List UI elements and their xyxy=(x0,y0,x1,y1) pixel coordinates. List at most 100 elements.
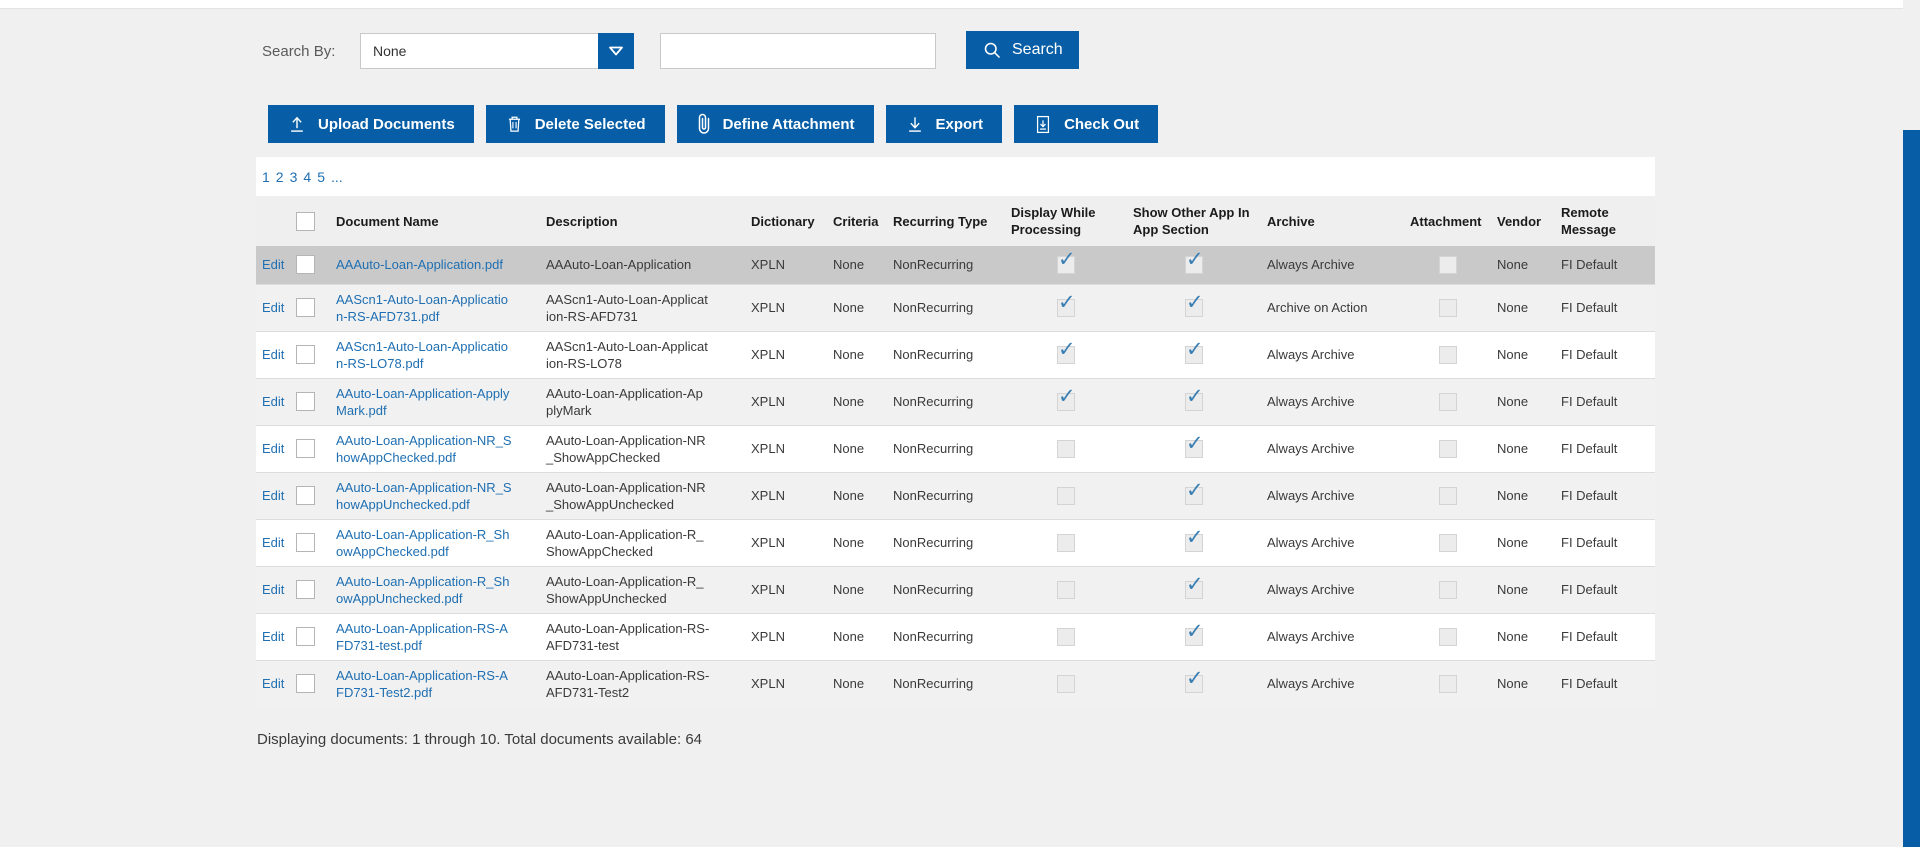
display-while-processing-checkbox xyxy=(1057,627,1075,646)
remote-message-cell: FI Default xyxy=(1555,424,1655,472)
vendor-cell: None xyxy=(1491,424,1555,472)
edit-link[interactable]: Edit xyxy=(262,300,285,315)
row-select-checkbox[interactable] xyxy=(296,580,315,600)
check-out-button[interactable]: Check Out xyxy=(1014,105,1159,143)
define-attachment-button[interactable]: Define Attachment xyxy=(676,105,874,143)
dictionary-cell: XPLN xyxy=(745,659,827,707)
remote-message-cell: FI Default xyxy=(1555,518,1655,566)
select-all-checkbox[interactable] xyxy=(296,211,315,231)
document-name-link[interactable]: AAuto-Loan-Application-NR_ShowAppChecked… xyxy=(336,432,512,465)
row-select-checkbox[interactable] xyxy=(296,345,315,365)
page-link-1[interactable]: 1 xyxy=(262,169,270,185)
page-link-3[interactable]: 3 xyxy=(289,169,298,185)
remote-message-cell: FI Default xyxy=(1555,283,1655,331)
attachment-checkbox xyxy=(1438,392,1457,411)
vertical-scrollbar[interactable] xyxy=(1903,0,1920,847)
criteria-cell: None xyxy=(827,471,887,519)
archive-cell: Always Archive xyxy=(1267,257,1355,273)
criteria-cell: None xyxy=(827,612,887,660)
row-select-checkbox[interactable] xyxy=(296,627,315,647)
description-cell: AAuto-Loan-Application-NR_ShowAppChecked xyxy=(540,424,745,472)
document-name-header: Document Name xyxy=(336,213,439,229)
show-other-app-checkbox xyxy=(1185,386,1204,411)
dictionary-cell: XPLN xyxy=(745,518,827,566)
dictionary-cell: XPLN xyxy=(751,257,785,273)
document-name-link[interactable]: AAuto-Loan-Application-RS-AFD731-Test2.p… xyxy=(336,667,508,700)
row-select-checkbox[interactable] xyxy=(296,674,315,694)
document-name-link[interactable]: AAuto-Loan-Application-R_ShowAppChecked.… xyxy=(336,526,510,559)
document-name-link[interactable]: AAuto-Loan-Application-ApplyMark.pdf xyxy=(336,385,510,418)
edit-link[interactable]: Edit xyxy=(262,629,285,644)
edit-link[interactable]: Edit xyxy=(262,582,285,597)
recurring-type-cell: NonRecurring xyxy=(887,377,1005,425)
recurring-type-cell: NonRecurring xyxy=(887,283,1005,331)
export-button[interactable]: Export xyxy=(885,105,1003,143)
edit-link[interactable]: Edit xyxy=(262,535,285,550)
pagination-ellipsis[interactable]: ... xyxy=(330,169,343,185)
dropdown-arrow-button[interactable] xyxy=(598,33,634,69)
archive-cell: Always Archive xyxy=(1261,659,1404,707)
criteria-cell: None xyxy=(827,330,887,378)
download-icon xyxy=(908,117,921,132)
define-attachment-label: Define Attachment xyxy=(722,115,855,133)
description-header: Description xyxy=(546,213,618,229)
archive-cell: Always Archive xyxy=(1261,330,1404,378)
document-table-body: Edit AAAuto-Loan-Application.pdf AAAuto-Lo… xyxy=(256,246,1655,707)
description-cell: AAuto-Loan-Application-RS-AFD731-test xyxy=(540,612,745,660)
row-select-checkbox[interactable] xyxy=(296,439,315,459)
row-select-checkbox[interactable] xyxy=(296,255,315,275)
search-button[interactable]: Search xyxy=(966,31,1079,69)
recurring-type-cell: NonRecurring xyxy=(887,330,1005,378)
export-label: Export xyxy=(935,115,984,133)
document-name-link[interactable]: AAAuto-Loan-Application.pdf xyxy=(336,257,503,273)
archive-cell: Always Archive xyxy=(1261,565,1404,613)
row-select-checkbox[interactable] xyxy=(296,486,315,506)
edit-link[interactable]: Edit xyxy=(262,676,285,691)
delete-selected-button[interactable]: Delete Selected xyxy=(485,105,665,143)
show-other-app-checkbox xyxy=(1185,621,1204,646)
row-select-checkbox[interactable] xyxy=(296,533,315,553)
remote-message-cell: FI Default xyxy=(1555,471,1655,519)
document-name-link[interactable]: AAuto-Loan-Application-R_ShowAppUnchecke… xyxy=(336,573,510,606)
remote-message-cell: FI Default xyxy=(1555,659,1655,707)
page-link-2[interactable]: 2 xyxy=(275,169,284,185)
table-row: Edit AAAuto-Loan-Application.pdf AAAuto-Lo… xyxy=(256,246,1655,284)
edit-link[interactable]: Edit xyxy=(262,394,285,409)
document-name-link[interactable]: AAScn1-Auto-Loan-Application-RS-AFD731.p… xyxy=(336,291,508,324)
document-name-link[interactable]: AAuto-Loan-Application-RS-AFD731-test.pd… xyxy=(336,620,508,653)
show-other-app-checkbox xyxy=(1185,433,1204,458)
edit-link[interactable]: Edit xyxy=(262,488,285,503)
document-name-link[interactable]: AAScn1-Auto-Loan-Application-RS-LO78.pdf xyxy=(336,338,508,371)
search-by-dropdown[interactable]: None xyxy=(360,33,634,69)
vendor-cell: None xyxy=(1491,377,1555,425)
edit-link[interactable]: Edit xyxy=(262,441,285,456)
edit-link[interactable]: Edit xyxy=(262,257,285,273)
page-link-4[interactable]: 4 xyxy=(303,169,312,185)
upload-documents-button[interactable]: Upload Documents xyxy=(268,105,474,143)
check-out-label: Check Out xyxy=(1064,115,1140,133)
table-header-row: Document Name Description Dictionary Cri… xyxy=(256,196,1655,246)
select-all-header xyxy=(290,196,330,246)
results-summary: Displaying documents: 1 through 10. Tota… xyxy=(257,731,702,748)
display-while-processing-checkbox xyxy=(1057,580,1075,599)
vendor-cell: None xyxy=(1491,330,1555,378)
row-select-checkbox[interactable] xyxy=(296,392,315,412)
search-input[interactable] xyxy=(660,33,936,69)
attachment-header: Attachment xyxy=(1410,213,1482,229)
remote-message-cell: FI Default xyxy=(1555,565,1655,613)
recurring-type-cell: NonRecurring xyxy=(887,612,1005,660)
page-link-5[interactable]: 5 xyxy=(317,169,325,185)
display-while-processing-checkbox xyxy=(1057,439,1075,458)
dictionary-cell: XPLN xyxy=(745,471,827,519)
recurring-type-header: Recurring Type xyxy=(893,213,988,229)
show-other-app-checkbox xyxy=(1185,292,1204,317)
attachment-checkbox xyxy=(1438,345,1457,364)
scrollbar-thumb[interactable] xyxy=(1903,130,1920,847)
attachment-checkbox xyxy=(1438,439,1457,458)
row-select-checkbox[interactable] xyxy=(296,298,315,318)
show-other-app-checkbox xyxy=(1185,339,1204,364)
display-while-processing-checkbox xyxy=(1057,486,1075,505)
document-name-link[interactable]: AAuto-Loan-Application-NR_ShowAppUncheck… xyxy=(336,479,512,512)
edit-link[interactable]: Edit xyxy=(262,347,285,362)
pagination: 1 2 3 4 5... xyxy=(256,157,1655,196)
